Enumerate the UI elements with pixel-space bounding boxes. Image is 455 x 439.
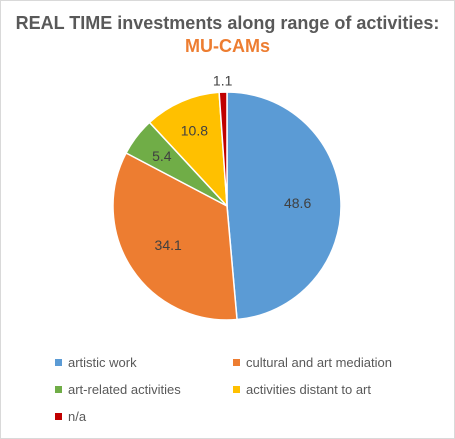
data-label: 10.8 <box>181 123 208 139</box>
pie-slice-n-a <box>218 91 228 207</box>
data-label: 5.4 <box>152 148 172 164</box>
chart-title-prefix: REAL TIME investments along range of act… <box>15 13 440 33</box>
pie-slice-cultural-and-art-mediation <box>112 151 238 321</box>
chart-title: REAL TIME investments along range of act… <box>0 12 455 58</box>
data-label: 1.1 <box>213 73 233 89</box>
data-label: 48.6 <box>284 195 311 211</box>
chart-title-highlight: MU-CAMs <box>185 36 270 56</box>
pie-slice-artistic-work <box>226 91 342 321</box>
pie-slice-activities-distant-to-art <box>148 91 228 209</box>
data-label: 34.1 <box>155 237 182 253</box>
